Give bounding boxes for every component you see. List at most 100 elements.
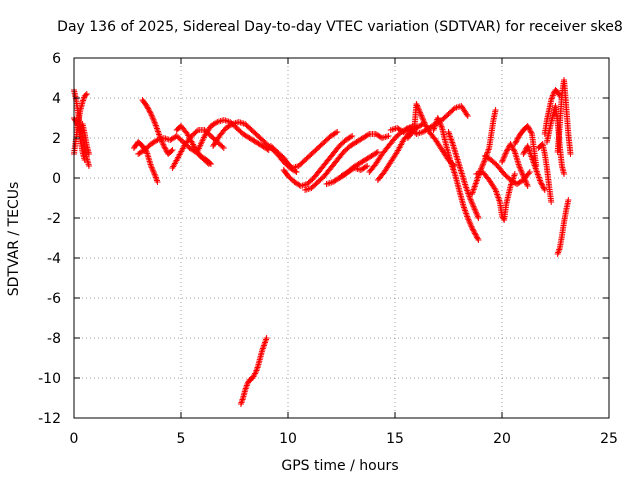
data-point-marker — [154, 179, 161, 185]
data-point-marker — [414, 102, 421, 109]
data-point-marker — [520, 173, 527, 179]
data-point-marker — [163, 147, 170, 153]
data-point-marker — [502, 150, 509, 157]
data-point-marker — [525, 170, 532, 177]
data-point-marker — [513, 138, 520, 145]
data-point-marker — [540, 184, 547, 191]
data-point-marker — [556, 91, 563, 98]
data-point-marker — [365, 131, 372, 138]
data-point-marker — [418, 113, 425, 120]
data-point-marker — [491, 185, 498, 192]
data-point-marker — [519, 170, 526, 177]
data-point-marker — [473, 210, 480, 217]
y-tick-label: -4 — [47, 251, 61, 267]
data-point-marker — [503, 149, 510, 155]
data-point-marker — [160, 143, 167, 149]
data-point-marker — [161, 144, 168, 151]
data-point-marker — [565, 197, 572, 203]
data-point-marker — [436, 117, 443, 124]
data-point-marker — [148, 164, 155, 171]
data-point-marker — [149, 115, 156, 122]
data-point-marker — [555, 248, 562, 254]
data-point-marker — [516, 164, 523, 171]
data-point-marker — [85, 163, 92, 169]
data-point-marker — [526, 169, 533, 175]
data-point-marker — [415, 106, 422, 113]
data-point-marker — [150, 116, 157, 123]
data-point-marker — [503, 147, 510, 154]
data-point-marker — [168, 148, 175, 154]
y-axis-label: SDTVAR / TECUs — [6, 182, 22, 297]
x-tick-label: 0 — [70, 431, 79, 447]
data-point-marker — [499, 159, 505, 165]
data-point-marker — [537, 179, 544, 185]
data-point-marker — [471, 205, 478, 211]
data-point-marker — [147, 109, 154, 116]
data-point-marker — [500, 156, 507, 163]
x-tick-label: 15 — [386, 431, 404, 447]
y-tick-label: -10 — [38, 371, 61, 387]
data-point-marker — [466, 195, 473, 201]
data-point-marker — [81, 157, 88, 163]
data-point-marker — [500, 154, 507, 161]
data-point-marker — [561, 171, 568, 177]
data-point-marker — [149, 167, 156, 174]
data-point-marker — [470, 203, 477, 210]
data-points — [71, 77, 574, 407]
data-point-marker — [85, 151, 92, 157]
data-point-marker — [481, 158, 488, 165]
data-point-marker — [148, 111, 155, 117]
data-point-marker — [464, 113, 471, 119]
data-point-marker — [362, 163, 369, 170]
data-point-marker — [83, 91, 90, 97]
x-tick-label: 20 — [493, 431, 511, 447]
data-point-marker — [478, 164, 485, 171]
data-point-marker — [423, 123, 430, 130]
data-point-marker — [480, 161, 487, 168]
data-point-marker — [501, 153, 508, 160]
chart-title: Day 136 of 2025, Sidereal Day-to-day VTE… — [57, 19, 623, 35]
x-tick-label: 5 — [177, 431, 186, 447]
data-point-marker — [510, 146, 517, 153]
data-point-marker — [524, 181, 531, 188]
data-point-marker — [470, 227, 477, 234]
data-point-marker — [528, 129, 535, 136]
data-point-marker — [474, 234, 481, 241]
data-point-marker — [146, 108, 153, 115]
data-point-marker — [162, 145, 169, 152]
data-point-marker — [334, 129, 341, 135]
data-point-marker — [468, 199, 475, 206]
data-point-marker — [522, 178, 529, 185]
data-point-marker — [555, 90, 562, 97]
data-point-marker — [293, 169, 300, 175]
data-point-marker — [511, 141, 518, 147]
y-tick-label: -2 — [47, 211, 61, 227]
data-point-marker — [469, 200, 476, 207]
y-tick-label: -8 — [47, 331, 61, 347]
data-point-marker — [415, 105, 422, 112]
data-point-marker — [539, 183, 546, 189]
data-point-marker — [220, 145, 227, 151]
data-point-marker — [244, 381, 251, 387]
data-point-marker — [567, 151, 574, 157]
data-point-marker — [511, 171, 518, 177]
data-point-marker — [148, 112, 155, 119]
data-point-marker — [465, 216, 472, 223]
data-point-marker — [435, 116, 442, 123]
data-point-marker — [245, 379, 252, 386]
data-point-marker — [474, 213, 481, 220]
data-point-marker — [169, 147, 176, 153]
data-point-marker — [513, 137, 520, 143]
data-point-marker — [518, 168, 525, 175]
data-point-marker — [420, 116, 427, 123]
data-point-marker — [145, 105, 152, 112]
data-point-marker — [263, 335, 270, 341]
data-point-marker — [144, 104, 151, 111]
data-point-marker — [525, 124, 532, 131]
x-tick-label: 10 — [279, 431, 297, 447]
data-point-marker — [143, 103, 150, 109]
data-point-marker — [373, 149, 380, 156]
data-point-marker — [434, 115, 441, 121]
data-point-marker — [151, 170, 158, 177]
